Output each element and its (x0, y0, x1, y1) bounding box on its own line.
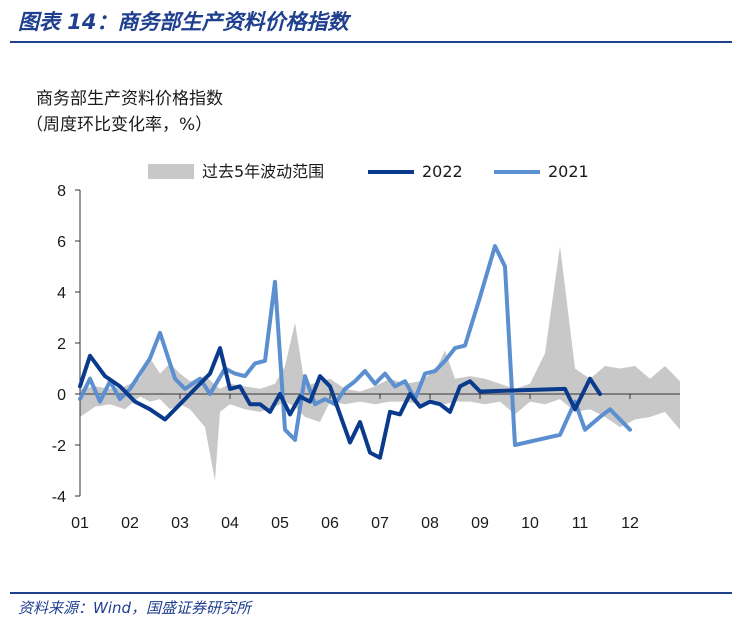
x-tick-label: 07 (371, 515, 389, 532)
y-tick-label: 4 (57, 285, 66, 302)
legend: 过去5年波动范围 2022 2021 (148, 162, 589, 181)
x-tick-label: 06 (321, 515, 339, 532)
legend-2021-label: 2021 (548, 162, 589, 181)
price-index-chart: 过去5年波动范围 2022 2021 8 6 4 2 0 -2 -4 01 02 03 04 05 06… (52, 162, 680, 532)
x-tick-label: 09 (471, 515, 489, 532)
figure-title: 图表 14：商务部生产资料价格指数 (18, 10, 349, 34)
legend-band-swatch (148, 164, 194, 179)
plot-area: 8 6 4 2 0 -2 -4 01 02 03 04 05 06 07 08 09 10 11 12 (52, 183, 680, 532)
x-tick-label: 10 (521, 515, 539, 532)
y-tick-label: -4 (52, 489, 66, 506)
x-tick-label: 04 (221, 515, 239, 532)
series-2021-line (78, 244, 632, 447)
legend-2022-label: 2022 (422, 162, 463, 181)
legend-band-label: 过去5年波动范围 (202, 162, 324, 181)
x-tick-label: 01 (71, 515, 89, 532)
x-tick-label: 12 (621, 515, 639, 532)
x-tick-label: 02 (121, 515, 139, 532)
band-5yr-range (80, 246, 680, 481)
y-axis-label-line2: （周度环比变化率，%） (26, 115, 213, 135)
y-tick-label: 6 (57, 234, 66, 251)
x-tick-label: 03 (171, 515, 189, 532)
series-2022-line (78, 346, 602, 460)
source-note: 资料来源：Wind，国盛证券研究所 (18, 599, 252, 617)
y-tick-label: 0 (57, 387, 66, 404)
x-tick-label: 11 (572, 515, 589, 532)
y-tick-label: -2 (52, 438, 66, 455)
y-tick-label: 2 (57, 336, 66, 353)
y-axis-label-line1: 商务部生产资料价格指数 (36, 89, 223, 109)
y-tick-label: 8 (57, 183, 66, 200)
title-rule (10, 41, 732, 43)
x-tick-label: 05 (271, 515, 289, 532)
x-tick-label: 08 (421, 515, 439, 532)
source-rule (10, 592, 732, 594)
